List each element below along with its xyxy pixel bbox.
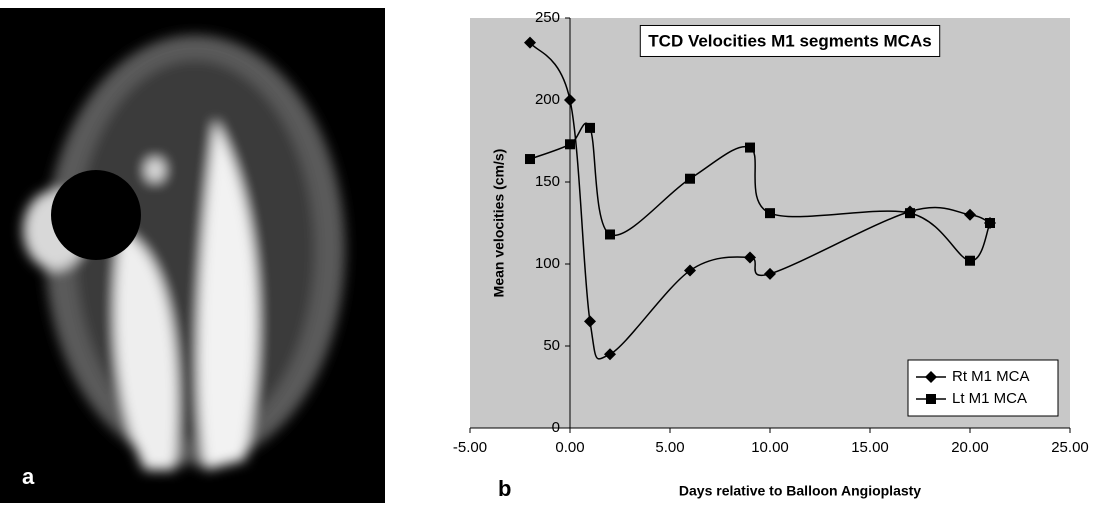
y-tick-label: 250 xyxy=(535,9,560,26)
marker xyxy=(905,208,915,219)
series-line xyxy=(529,42,991,360)
marker xyxy=(764,267,776,280)
marker xyxy=(524,36,536,49)
panel-label: b xyxy=(498,476,511,501)
y-tick-label: 0 xyxy=(552,419,560,436)
y-tick-label: 100 xyxy=(535,255,560,272)
marker xyxy=(744,251,756,264)
marker xyxy=(765,208,775,219)
chart: 0 50 100 150 200 250 -5.00 0.00 5.00 10.00 15.00 20… xyxy=(453,9,1089,499)
chart-title: TCD Velocities M1 segments MCAs xyxy=(648,31,931,50)
legend-label: Lt M1 MCA xyxy=(952,390,1027,407)
x-tick-label: -5.00 xyxy=(453,439,487,456)
title-box xyxy=(639,24,941,57)
x-axis-title: Days relative to Balloon Angioplasty xyxy=(679,483,921,499)
mri-image xyxy=(0,8,385,503)
x-tick-label: 10.00 xyxy=(751,439,789,456)
marker xyxy=(684,264,696,277)
legend: Rt M1 MCA Lt M1 MCA xyxy=(907,359,1059,417)
panel-label: a xyxy=(22,464,35,489)
y-tick-label: 200 xyxy=(535,91,560,108)
marker xyxy=(564,94,576,106)
legend-label: Rt M1 MCA xyxy=(952,368,1030,385)
x-tick-label: 20.00 xyxy=(951,439,989,456)
x-tick-label: 5.00 xyxy=(655,439,684,456)
y-tick-label: 150 xyxy=(535,173,560,190)
legend-box xyxy=(907,359,1059,417)
marker xyxy=(745,142,755,153)
marker xyxy=(685,173,695,184)
marker xyxy=(525,154,535,165)
marker xyxy=(964,208,976,221)
x-tick-label: 0.00 xyxy=(555,439,584,456)
marker xyxy=(584,315,596,328)
marker xyxy=(604,348,616,361)
y-axis-title: Mean velocities (cm/s) xyxy=(491,149,507,298)
marker xyxy=(605,229,615,240)
x-tick-label: 15.00 xyxy=(851,439,889,456)
marker xyxy=(565,139,575,150)
marker xyxy=(585,122,595,133)
legend-marker xyxy=(926,394,936,404)
x-tick-label: 25.00 xyxy=(1051,439,1089,456)
marker xyxy=(965,255,975,266)
y-tick-label: 50 xyxy=(543,337,560,354)
marker xyxy=(985,218,995,228)
legend-marker xyxy=(925,371,937,383)
